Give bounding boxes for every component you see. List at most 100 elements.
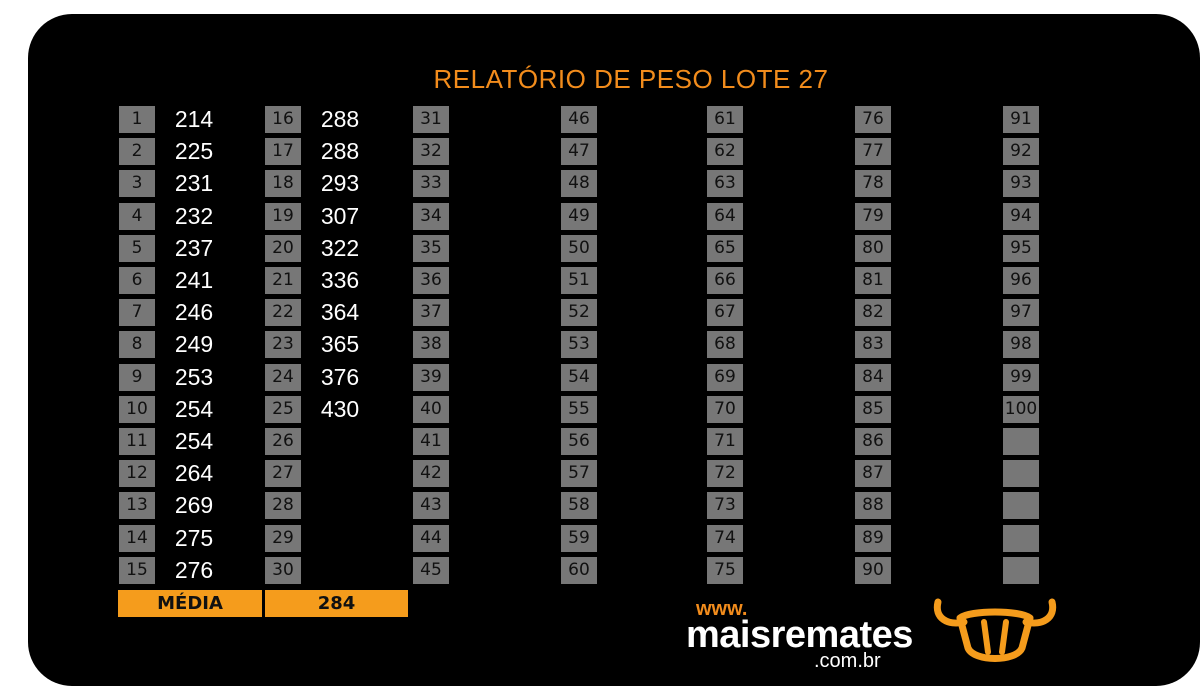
animal-number-cell: 48 xyxy=(561,170,597,197)
animal-number-cell: 26 xyxy=(265,428,301,455)
animal-number-cell: 70 xyxy=(707,396,743,423)
animal-number-cell: 73 xyxy=(707,492,743,519)
animal-number-cell: 25 xyxy=(265,396,301,423)
animal-number-cell: 52 xyxy=(561,299,597,326)
animal-number-cell: 10 xyxy=(119,396,155,423)
weight-value: 231 xyxy=(174,170,214,196)
animal-number-cell xyxy=(1003,492,1039,519)
weight-value: 214 xyxy=(174,106,214,132)
animal-number-cell: 27 xyxy=(265,460,301,487)
weight-value: 276 xyxy=(174,557,214,583)
animal-number-cell: 91 xyxy=(1003,106,1039,133)
weight-value: 376 xyxy=(320,364,360,390)
weight-value: 336 xyxy=(320,267,360,293)
animal-number-cell: 22 xyxy=(265,299,301,326)
animal-number-cell: 46 xyxy=(561,106,597,133)
animal-number-cell: 60 xyxy=(561,557,597,584)
animal-number-cell: 20 xyxy=(265,235,301,262)
animal-number-cell: 54 xyxy=(561,364,597,391)
animal-number-cell: 51 xyxy=(561,267,597,294)
animal-number-cell: 94 xyxy=(1003,203,1039,230)
animal-number-cell: 42 xyxy=(413,460,449,487)
animal-number-cell: 1 xyxy=(119,106,155,133)
animal-number-cell: 37 xyxy=(413,299,449,326)
animal-number-cell: 39 xyxy=(413,364,449,391)
animal-number-cell: 65 xyxy=(707,235,743,262)
weight-value: 237 xyxy=(174,235,214,261)
animal-number-cell: 12 xyxy=(119,460,155,487)
average-label: MÉDIA xyxy=(118,590,262,617)
animal-number-cell: 15 xyxy=(119,557,155,584)
animal-number-cell: 43 xyxy=(413,492,449,519)
animal-number-cell: 61 xyxy=(707,106,743,133)
animal-number-cell: 77 xyxy=(855,138,891,165)
weight-value: 269 xyxy=(174,492,214,518)
animal-number-cell: 62 xyxy=(707,138,743,165)
animal-number-cell: 96 xyxy=(1003,267,1039,294)
animal-number-cell: 90 xyxy=(855,557,891,584)
animal-number-cell: 45 xyxy=(413,557,449,584)
animal-number-cell: 74 xyxy=(707,525,743,552)
report-title: RELATÓRIO DE PESO LOTE 27 xyxy=(433,64,829,94)
animal-number-cell: 89 xyxy=(855,525,891,552)
weight-value: 293 xyxy=(320,170,360,196)
animal-number-cell: 92 xyxy=(1003,138,1039,165)
animal-number-cell: 57 xyxy=(561,460,597,487)
weight-value: 365 xyxy=(320,331,360,357)
animal-number-cell xyxy=(1003,525,1039,552)
animal-number-cell: 93 xyxy=(1003,170,1039,197)
weight-value: 241 xyxy=(174,267,214,293)
animal-number-cell: 38 xyxy=(413,331,449,358)
animal-number-cell: 49 xyxy=(561,203,597,230)
weight-value: 288 xyxy=(320,138,360,164)
animal-number-cell: 13 xyxy=(119,492,155,519)
animal-number-cell: 6 xyxy=(119,267,155,294)
animal-number-cell: 66 xyxy=(707,267,743,294)
animal-number-cell: 5 xyxy=(119,235,155,262)
weight-value: 307 xyxy=(320,203,360,229)
bull-logo-icon xyxy=(933,598,1057,662)
animal-number-cell: 85 xyxy=(855,396,891,423)
weight-value: 232 xyxy=(174,203,214,229)
logo-domain: .com.br xyxy=(814,650,881,672)
weight-value: 264 xyxy=(174,460,214,486)
animal-number-cell: 71 xyxy=(707,428,743,455)
animal-number-cell: 72 xyxy=(707,460,743,487)
animal-number-cell: 33 xyxy=(413,170,449,197)
animal-number-cell: 23 xyxy=(265,331,301,358)
animal-number-cell: 69 xyxy=(707,364,743,391)
animal-number-cell: 44 xyxy=(413,525,449,552)
weight-value: 254 xyxy=(174,428,214,454)
animal-number-cell: 4 xyxy=(119,203,155,230)
animal-number-cell: 14 xyxy=(119,525,155,552)
weight-value: 288 xyxy=(320,106,360,132)
weight-value: 246 xyxy=(174,299,214,325)
animal-number-cell: 83 xyxy=(855,331,891,358)
animal-number-cell: 40 xyxy=(413,396,449,423)
animal-number-cell: 58 xyxy=(561,492,597,519)
animal-number-cell: 87 xyxy=(855,460,891,487)
weight-value: 249 xyxy=(174,331,214,357)
animal-number-cell: 3 xyxy=(119,170,155,197)
animal-number-cell: 56 xyxy=(561,428,597,455)
animal-number-cell: 9 xyxy=(119,364,155,391)
animal-number-cell: 59 xyxy=(561,525,597,552)
animal-number-cell: 21 xyxy=(265,267,301,294)
animal-number-cell: 80 xyxy=(855,235,891,262)
animal-number-cell: 34 xyxy=(413,203,449,230)
animal-number-cell: 47 xyxy=(561,138,597,165)
animal-number-cell: 97 xyxy=(1003,299,1039,326)
weight-value: 275 xyxy=(174,525,214,551)
animal-number-cell: 82 xyxy=(855,299,891,326)
animal-number-cell: 63 xyxy=(707,170,743,197)
animal-number-cell: 64 xyxy=(707,203,743,230)
animal-number-cell: 28 xyxy=(265,492,301,519)
animal-number-cell xyxy=(1003,460,1039,487)
animal-number-cell: 84 xyxy=(855,364,891,391)
animal-number-cell: 98 xyxy=(1003,331,1039,358)
animal-number-cell: 100 xyxy=(1003,396,1039,423)
animal-number-cell: 95 xyxy=(1003,235,1039,262)
weight-value: 253 xyxy=(174,364,214,390)
animal-number-cell: 99 xyxy=(1003,364,1039,391)
animal-number-cell: 2 xyxy=(119,138,155,165)
